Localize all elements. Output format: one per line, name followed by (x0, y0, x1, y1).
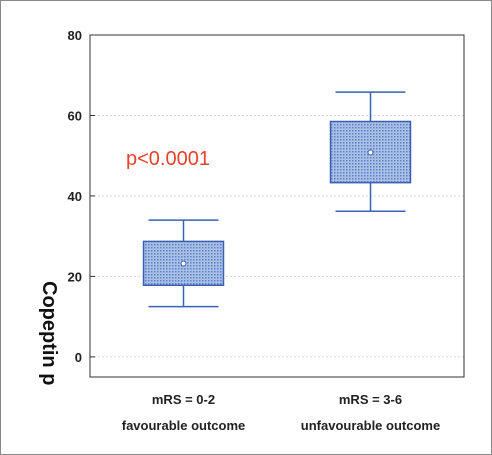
grid-lines (90, 34, 464, 358)
category-sublabel: favourable outcome (122, 418, 246, 433)
y-tick-label: 40 (68, 189, 82, 204)
box-group (329, 91, 412, 212)
category-label: mRS = 3-6 (339, 392, 402, 407)
y-tick-label: 20 (68, 269, 82, 284)
y-axis: 0 20 40 60 80 (68, 28, 95, 365)
plot-area (89, 34, 465, 378)
y-tick-label: 80 (68, 28, 82, 43)
category-label: mRS = 0-2 (152, 392, 215, 407)
y-tick-label: 60 (68, 108, 82, 123)
x-axis: mRS = 0-2 favourable outcome mRS = 3-6 unfa… (122, 392, 440, 433)
category-sublabel: unfavourable outcome (301, 418, 440, 433)
median-point (367, 149, 374, 156)
p-value-annotation: p<0.0001 (126, 148, 210, 170)
box-iqr (142, 240, 225, 287)
y-axis-label: Copeptin p (38, 281, 60, 385)
median-point (180, 260, 187, 267)
box-group (142, 219, 225, 308)
boxes (142, 91, 412, 308)
y-tick-label: 0 (75, 350, 82, 365)
